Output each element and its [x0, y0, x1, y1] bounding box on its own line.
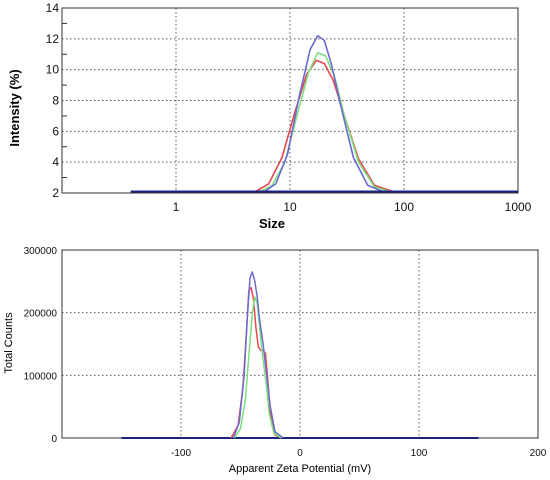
zeta-potential-chart: 0 100000 200000 300000 -100 0 100 200 Apparent…: [3, 246, 547, 475]
size-chart-y-axis-title: Intensity (%): [7, 69, 22, 146]
size-chart-y-tick-labels: 2 4 6 8 10 12 14: [46, 1, 60, 200]
zeta-chart-x-axis-title: Apparent Zeta Potential (mV): [229, 463, 371, 475]
zeta-y-tick-label: 100000: [24, 371, 58, 382]
size-y-tick-label: 10: [46, 63, 60, 77]
zeta-series-line-0: [230, 286, 282, 439]
zeta-chart-y-tick-labels: 0 100000 200000 300000: [24, 246, 58, 445]
zeta-y-tick-label: 200000: [24, 309, 58, 320]
size-chart-minor-ticks: [62, 22, 67, 179]
zeta-chart-gridlines: [62, 250, 538, 438]
zeta-chart-y-axis-title: Total Counts: [3, 312, 15, 374]
zeta-y-tick-label: 0: [51, 434, 57, 445]
size-x-tick-label: 100: [394, 200, 414, 214]
size-series-line-2: [264, 34, 384, 193]
zeta-x-tick-label: 0: [297, 448, 303, 459]
zeta-chart-series: [121, 271, 479, 439]
size-x-tick-label: 1000: [505, 200, 532, 214]
zeta-y-tick-label: 300000: [24, 246, 58, 257]
zeta-x-tick-label: -100: [171, 448, 191, 459]
zeta-series-line-2: [232, 271, 284, 439]
size-y-tick-label: 14: [46, 1, 60, 15]
size-y-tick-label: 8: [52, 94, 59, 108]
size-chart-x-tick-labels: 1 10 100 1000: [173, 200, 532, 214]
size-x-tick-label: 10: [283, 200, 297, 214]
size-y-tick-label: 4: [52, 155, 59, 169]
zeta-chart-x-tick-labels: -100 0 100 200: [171, 448, 547, 459]
size-series-line-0: [255, 59, 394, 193]
size-chart-series: [130, 34, 518, 193]
size-chart-frame: [61, 7, 519, 194]
size-x-tick-label: 1: [173, 200, 180, 214]
size-chart-x-axis-title: Size: [259, 216, 285, 231]
size-y-tick-label: 6: [52, 124, 59, 138]
zeta-x-tick-label: 100: [411, 448, 428, 459]
zeta-series-line-1: [233, 296, 282, 439]
size-series-line-1: [260, 51, 391, 193]
size-y-tick-label: 2: [52, 186, 59, 200]
zeta-x-tick-label: 200: [530, 448, 547, 459]
size-y-tick-label: 12: [46, 32, 60, 46]
size-chart-gridlines: [62, 8, 518, 193]
size-distribution-chart: 2 4 6 8 10 12 14 1 10 100 1000 Size Intensity (%): [7, 1, 532, 231]
